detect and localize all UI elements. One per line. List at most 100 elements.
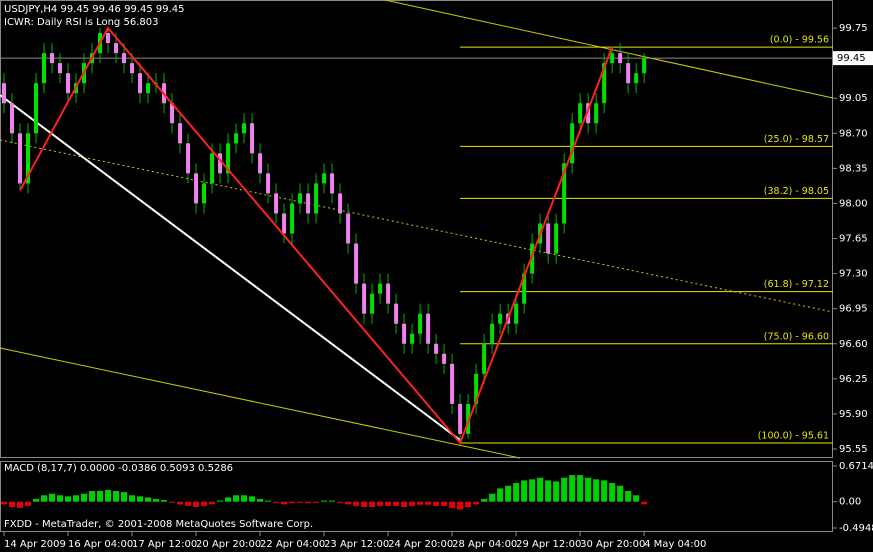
candle-body [10, 103, 15, 134]
macd-bar [209, 501, 216, 505]
macd-bar [265, 500, 272, 502]
macd-bar [337, 501, 344, 503]
macd-y-tick-label: 0.00 [839, 497, 861, 508]
macd-bar [161, 500, 168, 502]
candle-body [450, 363, 455, 404]
candle-body [458, 403, 463, 434]
channel-line [0, 347, 521, 459]
macd-bar [577, 475, 584, 502]
macd-bar [401, 501, 408, 508]
macd-title: MACD (8,17,7) 0.0000 -0.0386 0.5093 0.52… [4, 463, 233, 474]
macd-bar [217, 500, 224, 502]
candle-body [122, 53, 127, 64]
x-tick-label: 16 Apr 04:00 [68, 539, 133, 550]
copyright: FXDD - MetaTrader, © 2001-2008 MetaQuote… [4, 519, 313, 530]
y-tick-label: 98.70 [839, 128, 868, 139]
macd-bar [601, 480, 608, 502]
median-line [0, 139, 834, 313]
fib-label: (75.0) - 96.60 [764, 331, 829, 342]
candle-body [226, 143, 231, 174]
y-tick-label: 95.55 [839, 444, 868, 455]
x-tick-label: 22 Apr 04:00 [260, 539, 325, 550]
macd-bar [121, 492, 128, 502]
fib-label: (38.2) - 98.05 [764, 186, 829, 197]
macd-bar [457, 501, 464, 510]
candle-body [202, 183, 207, 204]
macd-bar [505, 485, 512, 502]
macd-bar [241, 495, 248, 502]
trend-line [0, 94, 461, 441]
candle-body [394, 303, 399, 324]
macd-bar [489, 493, 496, 502]
macd-bar [529, 479, 536, 502]
plot: 99.75 99.05 98.70 98.35 98.00 97.65 97.30 96.95… [0, 23, 873, 550]
macd-bar [137, 496, 144, 502]
fib-label: (100.0) - 95.61 [758, 430, 829, 441]
candle-body [634, 73, 639, 84]
macd-bar [409, 501, 416, 506]
candle-body [170, 103, 175, 124]
y-tick-label: 98.00 [839, 198, 868, 209]
macd-bar [129, 495, 136, 502]
candle-body [514, 303, 519, 324]
x-tick-label: 23 Apr 12:00 [324, 539, 389, 550]
macd-bar [65, 496, 72, 502]
candle-body [362, 283, 367, 314]
y-tick-label: 96.95 [839, 304, 868, 315]
candle-body [130, 63, 135, 74]
macd-bar [193, 501, 200, 508]
macd-bar [449, 501, 456, 509]
macd-bar [345, 501, 352, 505]
candle-body [522, 273, 527, 304]
macd-bar [81, 493, 88, 502]
candle-body [346, 213, 351, 244]
candle-body [626, 63, 631, 84]
macd-bar [185, 501, 192, 506]
macd-bar [313, 501, 320, 503]
candle-body [498, 313, 503, 324]
macd-bar [633, 495, 640, 502]
macd-bar [17, 501, 24, 509]
macd-bar [41, 495, 48, 502]
candle-body [218, 153, 223, 174]
candle-body [642, 58, 647, 74]
candle-body [186, 143, 191, 174]
macd-bar [361, 501, 368, 508]
macd-bar [385, 501, 392, 506]
candle-body [274, 193, 279, 214]
candle-body [610, 53, 615, 64]
macd-bar [33, 499, 40, 502]
x-tick-label: 20 Apr 20:00 [196, 539, 261, 550]
macd-bar [153, 499, 160, 502]
macd-bar [609, 483, 616, 502]
y-tick-label: 95.90 [839, 409, 868, 420]
macd-bar [49, 493, 56, 502]
macd-bar [537, 477, 544, 502]
last-price-box [833, 51, 873, 66]
x-tick-label: 17 Apr 12:00 [132, 539, 197, 550]
candle-body [258, 153, 263, 174]
candle-body [554, 223, 559, 254]
macd-bar [9, 501, 16, 508]
candle-body [298, 193, 303, 204]
candle-body [562, 163, 567, 224]
candle-body [2, 83, 7, 104]
y-tick-label: 97.65 [839, 234, 868, 245]
candle-body [322, 173, 327, 184]
fib-label: (61.8) - 97.12 [764, 279, 829, 290]
macd-bar [473, 501, 480, 505]
macd-bar [89, 491, 96, 502]
candle-body [370, 293, 375, 314]
candle-body [178, 123, 183, 144]
macd-bar [553, 481, 560, 502]
macd-bar [225, 497, 232, 502]
candle-body [58, 63, 63, 74]
candle-body [578, 103, 583, 124]
macd-bar [521, 480, 528, 502]
candle-body [66, 73, 71, 94]
candle-body [594, 103, 599, 124]
macd-bar [417, 501, 424, 505]
candle-body [106, 33, 111, 44]
macd-bar [25, 501, 32, 506]
x-tick-label: 29 Apr 12:00 [516, 539, 581, 550]
